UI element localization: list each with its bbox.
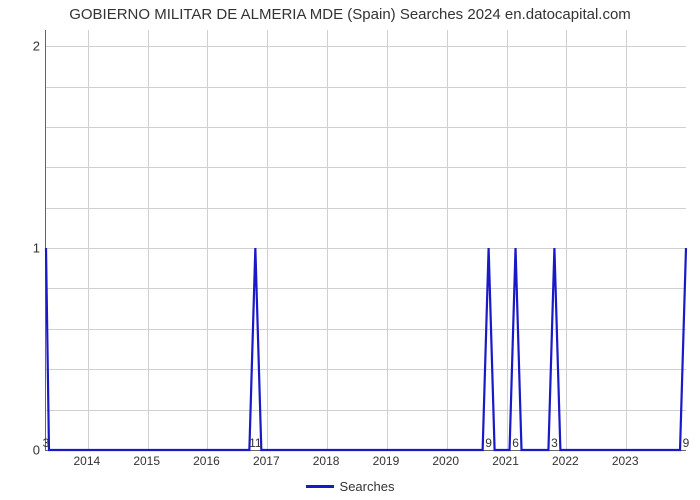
series-line xyxy=(46,30,686,450)
x-tick-label: 2020 xyxy=(432,454,459,468)
x-tick-label: 2017 xyxy=(253,454,280,468)
data-value-label: 9 xyxy=(683,436,690,450)
x-tick-label: 2018 xyxy=(313,454,340,468)
data-value-label: 11 xyxy=(249,436,261,450)
data-value-label: 3 xyxy=(43,436,50,450)
legend-swatch xyxy=(306,485,334,488)
data-value-label: 3 xyxy=(551,436,558,450)
data-value-label: 6 xyxy=(512,436,519,450)
x-tick-label: 2014 xyxy=(74,454,101,468)
x-tick-label: 2016 xyxy=(193,454,220,468)
chart-title: GOBIERNO MILITAR DE ALMERIA MDE (Spain) … xyxy=(0,6,700,23)
chart-container: GOBIERNO MILITAR DE ALMERIA MDE (Spain) … xyxy=(0,0,700,500)
legend: Searches xyxy=(0,479,700,494)
x-tick-label: 2023 xyxy=(612,454,639,468)
y-tick-label: 0 xyxy=(10,443,40,458)
legend-label: Searches xyxy=(340,479,395,494)
x-tick-label: 2022 xyxy=(552,454,579,468)
x-tick-label: 2015 xyxy=(133,454,160,468)
x-tick-label: 2021 xyxy=(492,454,519,468)
plot-area: 3119639 xyxy=(45,30,686,451)
data-value-label: 9 xyxy=(485,436,492,450)
y-tick-label: 1 xyxy=(10,241,40,256)
y-tick-label: 2 xyxy=(10,39,40,54)
x-tick-label: 2019 xyxy=(373,454,400,468)
